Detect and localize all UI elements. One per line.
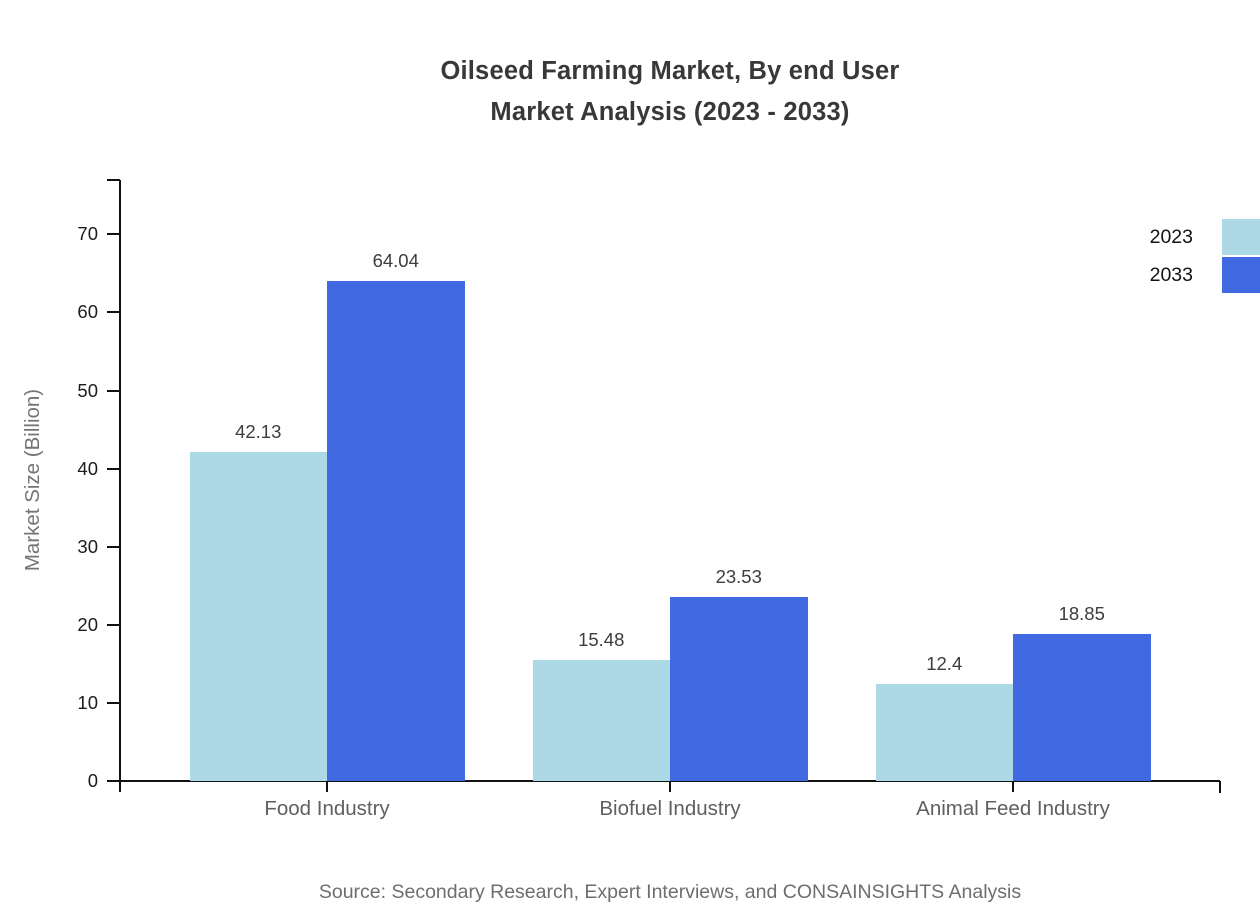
y-tick-70 xyxy=(107,233,120,236)
bar-value-2023-biofuel-industry: 15.48 xyxy=(578,629,625,651)
legend-label-2033: 2033 xyxy=(1149,263,1193,286)
y-tick-label-10: 10 xyxy=(77,691,98,713)
bar-2033-animal-feed-industry xyxy=(1013,633,1151,781)
bar-value-2023-food-industry: 42.13 xyxy=(235,420,282,442)
legend-label-2023: 2023 xyxy=(1149,225,1193,248)
bar-value-2033-food-industry: 64.04 xyxy=(372,249,419,271)
x-axis-spine xyxy=(107,780,1220,782)
x-category-label-biofuel-industry: Biofuel Industry xyxy=(599,797,741,820)
y-tick-20 xyxy=(107,623,120,626)
y-tick-label-50: 50 xyxy=(77,379,98,401)
chart-title: Oilseed Farming Market, By end User Mark… xyxy=(120,51,1220,133)
y-tick-40 xyxy=(107,467,120,470)
bar-2033-food-industry xyxy=(327,280,465,781)
y-tick-label-30: 30 xyxy=(77,535,98,557)
y-tick-label-20: 20 xyxy=(77,613,98,635)
chart-title-line1: Oilseed Farming Market, By end User xyxy=(440,57,900,85)
legend-row-2033: 2033 xyxy=(1092,257,1260,293)
y-tick-10 xyxy=(107,701,120,704)
bar-2023-food-industry xyxy=(189,451,327,781)
x-tick-animal-feed-industry xyxy=(1012,781,1014,792)
y-axis-end-tick xyxy=(107,179,120,181)
y-tick-label-70: 70 xyxy=(77,223,98,245)
x-tick-biofuel-industry xyxy=(669,781,671,792)
y-tick-0 xyxy=(107,780,120,782)
y-tick-60 xyxy=(107,311,120,314)
x-category-label-food-industry: Food Industry xyxy=(264,797,390,820)
chart-title-line2: Market Analysis (2023 - 2033) xyxy=(490,98,850,126)
bar-value-2023-animal-feed-industry: 12.4 xyxy=(926,653,963,675)
x-category-label-animal-feed-industry: Animal Feed Industry xyxy=(916,797,1110,820)
x-tick-food-industry xyxy=(326,781,328,792)
y-tick-label-40: 40 xyxy=(77,457,98,479)
legend-swatch-2023 xyxy=(1222,219,1260,255)
y-tick-label-0: 0 xyxy=(87,770,98,791)
x-axis-end-tick xyxy=(1219,781,1221,793)
legend: 2023 2033 xyxy=(1092,219,1260,295)
bar-2023-biofuel-industry xyxy=(532,660,670,781)
bar-value-2033-animal-feed-industry: 18.85 xyxy=(1058,602,1105,624)
bar-2023-animal-feed-industry xyxy=(875,684,1013,781)
bar-value-2033-biofuel-industry: 23.53 xyxy=(715,566,762,588)
bar-2033-biofuel-industry xyxy=(670,597,808,781)
source-note: Source: Secondary Research, Expert Inter… xyxy=(318,881,1022,903)
y-tick-label-60: 60 xyxy=(77,301,98,323)
y-axis-spine xyxy=(118,180,121,792)
y-tick-30 xyxy=(107,545,120,548)
legend-row-2023: 2023 xyxy=(1092,219,1260,255)
legend-swatch-2033 xyxy=(1222,257,1260,293)
y-tick-50 xyxy=(107,389,120,392)
